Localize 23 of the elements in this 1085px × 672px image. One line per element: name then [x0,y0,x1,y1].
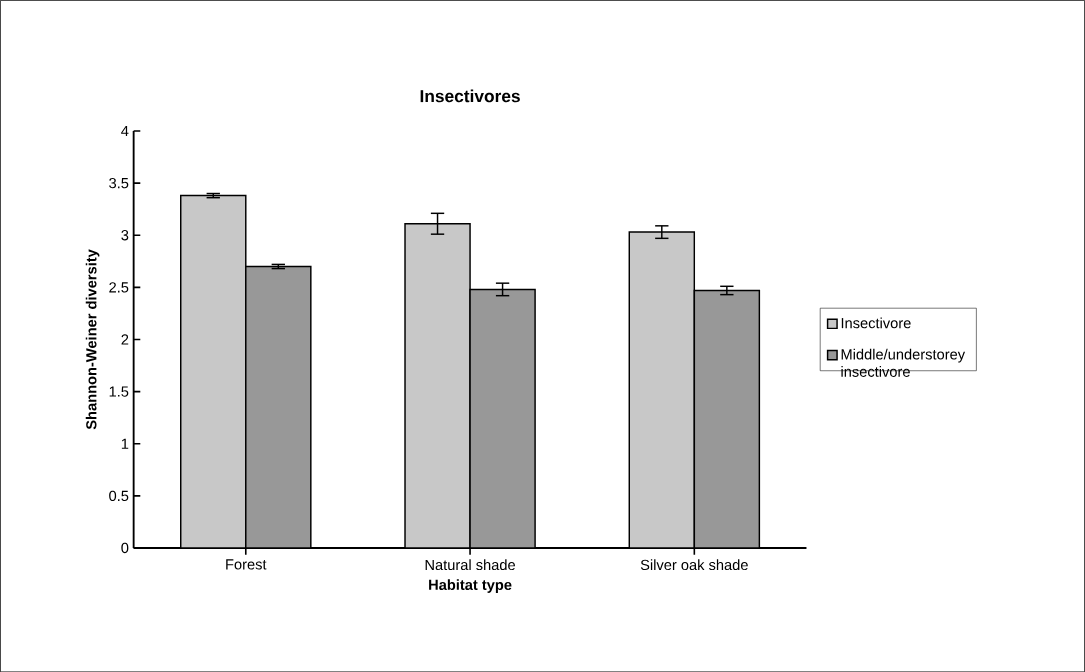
bar [469,288,536,548]
x-tick-label: Forest [226,559,267,570]
x-axis-title: Habitat type [429,579,512,593]
x-tick-label: Natural shade [425,559,515,570]
bar [693,289,761,548]
y-tick-label: 3 [121,229,129,241]
bar [180,194,247,548]
y-tick-label: 3.5 [109,177,129,189]
chart-title: Insectivores [420,89,520,103]
y-axis-title: Shannon-Weiner diversity [85,249,100,430]
y-tick-label: 2 [121,334,129,345]
y-tick-label: 0.5 [109,490,129,501]
x-tick-label: Silver oak shade [640,559,748,570]
bar [245,265,312,548]
bar [628,231,696,548]
legend-label: Insectivore [841,317,911,329]
y-tick-label: 4 [121,125,129,136]
bar [404,222,471,548]
y-tick-label: 1.5 [109,386,129,397]
y-tick-label: 2.5 [109,282,129,293]
y-tick-label: 1 [121,438,129,449]
legend-label: Middle/understorey insectivore [841,348,966,377]
y-tick-label: 0 [121,542,129,554]
